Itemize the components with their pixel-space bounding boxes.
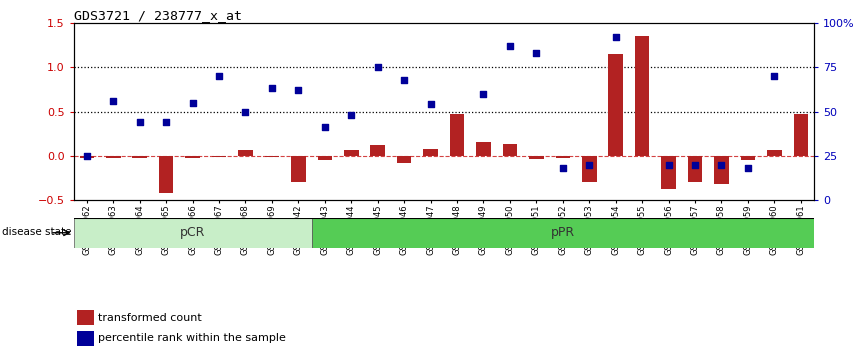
Point [80,153,94,159]
Bar [77,310,94,325]
Point [741,165,755,171]
Point [714,162,728,167]
Bar [662,156,675,189]
Bar [106,156,120,159]
Point [212,73,226,79]
Bar [291,156,306,182]
Bar [635,36,650,156]
Point [556,165,570,171]
Point [345,112,359,118]
Bar [688,156,702,182]
Bar [767,149,782,156]
Point [662,162,675,167]
Point [503,43,517,49]
Bar [344,150,359,156]
Bar [132,156,147,158]
Bar [74,218,312,248]
Bar [502,144,517,156]
Text: pPR: pPR [551,226,575,239]
Point [238,109,252,114]
Bar [449,114,464,156]
Bar [582,156,597,182]
Bar [80,156,94,158]
Point [688,162,702,167]
Bar [318,156,332,160]
Bar [238,149,253,156]
Bar [529,156,544,159]
Text: GDS3721 / 238777_x_at: GDS3721 / 238777_x_at [74,9,242,22]
Text: pCR: pCR [180,226,205,239]
Point [185,100,199,105]
Point [609,34,623,40]
Bar [609,54,623,156]
Bar [371,145,385,156]
Point [476,91,490,97]
Point [529,50,543,56]
Bar [476,142,491,156]
Bar [714,156,729,184]
Bar [312,218,814,248]
Point [107,98,120,104]
Bar [158,156,173,193]
Point [132,119,146,125]
Bar [397,156,411,163]
Point [159,119,173,125]
Text: disease state: disease state [2,227,71,237]
Bar [740,156,755,160]
Bar [77,331,94,346]
Point [265,86,279,91]
Point [318,125,332,130]
Bar [185,156,200,158]
Point [423,102,437,107]
Point [582,162,596,167]
Point [450,0,464,1]
Text: percentile rank within the sample: percentile rank within the sample [98,333,286,343]
Point [397,77,411,82]
Point [371,64,385,70]
Bar [423,149,438,156]
Bar [793,114,808,156]
Text: transformed count: transformed count [98,313,202,322]
Point [292,87,306,93]
Point [767,73,781,79]
Bar [556,156,570,159]
